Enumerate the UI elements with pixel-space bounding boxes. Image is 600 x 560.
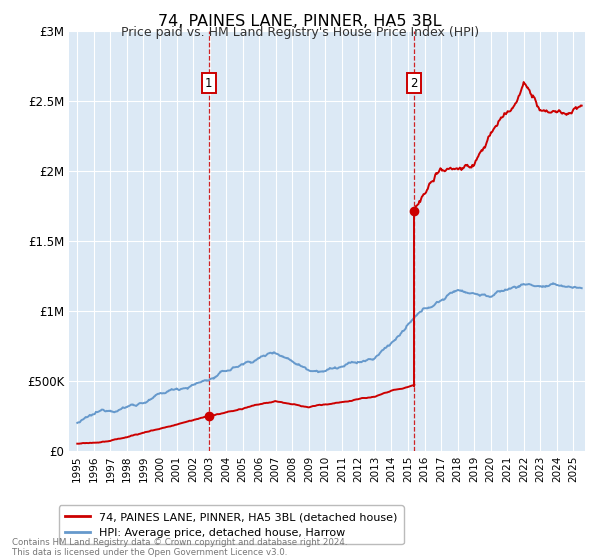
Text: 2: 2: [410, 77, 418, 90]
Text: 1: 1: [205, 77, 212, 90]
Text: Contains HM Land Registry data © Crown copyright and database right 2024.
This d: Contains HM Land Registry data © Crown c…: [12, 538, 347, 557]
Text: 74, PAINES LANE, PINNER, HA5 3BL: 74, PAINES LANE, PINNER, HA5 3BL: [158, 14, 442, 29]
Text: Price paid vs. HM Land Registry's House Price Index (HPI): Price paid vs. HM Land Registry's House …: [121, 26, 479, 39]
Legend: 74, PAINES LANE, PINNER, HA5 3BL (detached house), HPI: Average price, detached : 74, PAINES LANE, PINNER, HA5 3BL (detach…: [59, 506, 404, 544]
